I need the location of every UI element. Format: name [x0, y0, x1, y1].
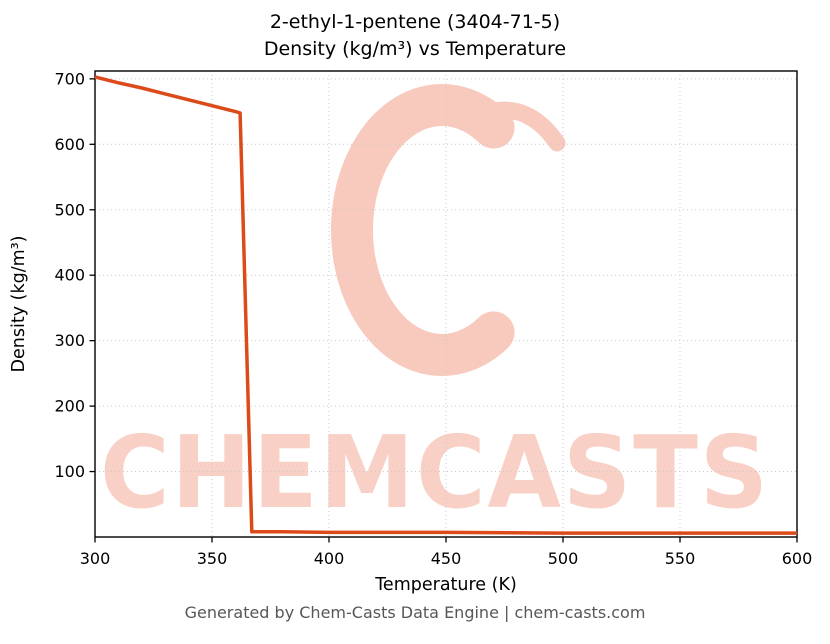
watermark-text: CHEMCASTS [100, 414, 770, 531]
y-tick-label: 300 [54, 331, 85, 350]
y-tick-label: 400 [54, 266, 85, 285]
x-tick-label: 450 [431, 549, 462, 568]
chemcasts-logo-swoosh-icon [459, 101, 566, 152]
chart-title: 2-ethyl-1-pentene (3404-71-5) [269, 11, 561, 33]
y-tick-label: 500 [54, 200, 85, 219]
chemcasts-watermark: CHEMCASTS [100, 84, 770, 531]
x-tick-label: 550 [665, 549, 696, 568]
x-tick-label: 600 [782, 549, 813, 568]
density-line [94, 75, 797, 535]
x-tick-label: 300 [80, 549, 111, 568]
chart-subtitle: Density (kg/m³) vs Temperature [263, 38, 567, 60]
x-tick-label: 500 [548, 549, 579, 568]
y-tick-label: 700 [54, 69, 85, 88]
y-tick-label: 600 [54, 135, 85, 154]
y-axis-label: Density (kg/m³) [9, 236, 29, 373]
axis-ticks: 300 350 400 450 500 550 600 100 200 300 400 500 600 7… [54, 69, 812, 568]
chemcasts-logo-icon [331, 84, 515, 376]
y-tick-label: 200 [54, 397, 85, 416]
y-tick-label: 100 [54, 462, 85, 481]
grid-lines [95, 71, 797, 537]
x-axis-label: Temperature (K) [374, 575, 517, 595]
x-tick-label: 350 [197, 549, 228, 568]
footer-text: Generated by Chem-Casts Data Engine | ch… [184, 603, 646, 622]
x-tick-label: 400 [314, 549, 345, 568]
